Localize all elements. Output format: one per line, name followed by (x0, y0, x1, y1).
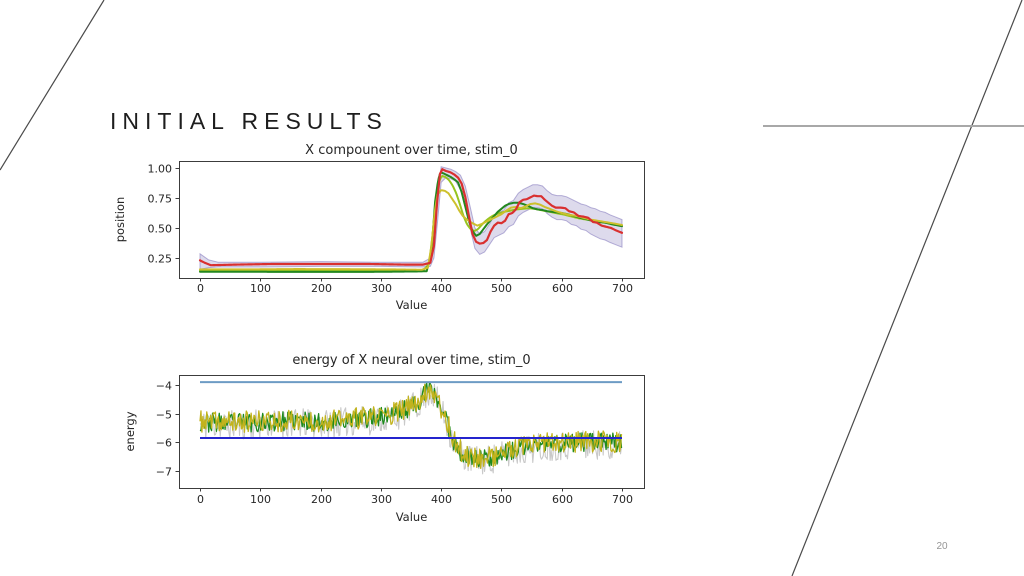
page-number: 20 (936, 541, 948, 552)
slide-title: INITIAL RESULTS (110, 108, 388, 134)
decorative-diagonal-right (791, 0, 1023, 576)
energy-chart (110, 345, 680, 540)
x-component-chart (110, 138, 680, 333)
decorative-diagonal-left (0, 0, 105, 171)
